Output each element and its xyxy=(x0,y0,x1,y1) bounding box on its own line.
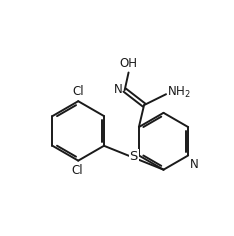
Text: S: S xyxy=(130,150,138,163)
Text: Cl: Cl xyxy=(71,164,83,177)
Text: NH$_2$: NH$_2$ xyxy=(167,85,191,101)
Text: OH: OH xyxy=(120,57,138,70)
Text: N: N xyxy=(190,158,198,171)
Text: Cl: Cl xyxy=(72,85,84,98)
Text: N: N xyxy=(114,83,123,96)
